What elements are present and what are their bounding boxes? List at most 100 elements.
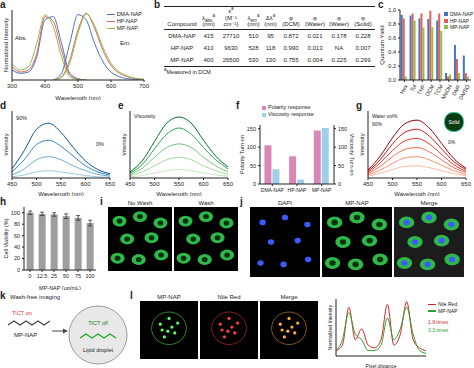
html-text:510: 510: [248, 32, 259, 39]
svg-text:0.8: 0.8: [388, 21, 396, 27]
svg-text:Viscosity Turn-on: Viscosity Turn-on: [349, 133, 355, 175]
svg-text:500: 500: [387, 181, 398, 187]
svg-text:DMA-NAP: DMA-NAP: [261, 187, 285, 193]
svg-text:Wavelength (nm): Wavelength (nm): [38, 191, 83, 196]
svg-text:450: 450: [7, 181, 18, 187]
svg-text:500: 500: [31, 181, 42, 187]
svg-text:1.0: 1.0: [388, 7, 396, 13]
svg-text:700: 700: [139, 83, 150, 89]
svg-text:MP-NAP (μg/mL): MP-NAP (μg/mL): [39, 285, 81, 290]
svg-text:0: 0: [28, 273, 31, 279]
svg-text:TICT off: TICT off: [88, 320, 108, 326]
svg-text:Intensity: Intensity: [359, 133, 365, 155]
svg-text:MP-NAP: MP-NAP: [14, 332, 37, 338]
svg-text:0.2: 0.2: [388, 63, 396, 69]
svg-text:400: 400: [40, 83, 51, 89]
svg-text:0: 0: [253, 181, 256, 187]
svg-text:450: 450: [125, 181, 136, 187]
svg-text:25: 25: [51, 273, 57, 279]
svg-text:500: 500: [73, 83, 84, 89]
svg-text:Lipid droplet: Lipid droplet: [83, 347, 113, 353]
svg-text:12.5: 12.5: [37, 273, 48, 279]
svg-text:450: 450: [363, 181, 374, 187]
svg-text:50: 50: [338, 163, 344, 169]
svg-text:550: 550: [412, 181, 423, 187]
svg-text:100: 100: [11, 210, 20, 216]
svg-text:TCM: TCM: [433, 83, 445, 97]
html-text:NA: NA: [334, 44, 344, 51]
svg-text:75: 75: [75, 273, 81, 279]
svg-text:0: 0: [17, 267, 20, 273]
svg-text:0.4: 0.4: [388, 49, 396, 55]
svg-text:Wavelength (nm): Wavelength (nm): [156, 191, 201, 196]
svg-text:40: 40: [14, 244, 20, 250]
svg-text:650: 650: [105, 181, 116, 187]
svg-text:THF: THF: [415, 83, 427, 96]
svg-text:Polarity Turn-on: Polarity Turn-on: [239, 135, 245, 174]
svg-text:MeOH: MeOH: [439, 83, 454, 101]
html-text:0.007: 0.007: [355, 44, 371, 51]
svg-text:50: 50: [250, 163, 256, 169]
html-text:118: 118: [265, 44, 276, 51]
svg-text:Wavelength (nm): Wavelength (nm): [55, 95, 100, 100]
svg-text:50: 50: [63, 273, 69, 279]
svg-text:Wavelength (nm): Wavelength (nm): [394, 191, 439, 196]
svg-text:60: 60: [14, 233, 20, 239]
svg-text:80: 80: [14, 221, 20, 227]
html-text:HP-NAP: HP-NAP: [170, 44, 194, 51]
svg-text:Pixel distance: Pixel distance: [366, 363, 397, 368]
svg-text:0: 0: [338, 181, 341, 187]
html-text:(M⁻¹ cm⁻¹): (M⁻¹ cm⁻¹): [223, 14, 239, 27]
svg-text:MP-NAP: MP-NAP: [312, 187, 332, 193]
html-text:λem: λem: [247, 14, 257, 23]
svg-text:600: 600: [436, 181, 447, 187]
svg-text:Cell Viability (%): Cell Viability (%): [3, 218, 9, 258]
svg-text:100: 100: [247, 144, 256, 150]
svg-text:Intensity: Intensity: [3, 133, 9, 155]
svg-text:650: 650: [461, 181, 472, 187]
svg-text:600: 600: [80, 181, 91, 187]
svg-text:650: 650: [223, 181, 234, 187]
svg-text:0.6: 0.6: [388, 35, 396, 41]
svg-text:550: 550: [174, 181, 185, 187]
svg-text:150: 150: [338, 126, 347, 132]
svg-text:Wash-free imaging: Wash-free imaging: [10, 294, 60, 300]
svg-text:550: 550: [56, 181, 67, 187]
svg-text:Intensity: Intensity: [121, 133, 127, 155]
svg-text:Quantum Yield: Quantum Yield: [379, 25, 385, 64]
html-text:415: 415: [203, 32, 214, 39]
svg-text:Normalized Intensity: Normalized Intensity: [327, 304, 333, 350]
svg-text:DMF: DMF: [450, 83, 462, 97]
html-text:aMeasured in DCM: aMeasured in DCM: [164, 66, 211, 75]
html-text:95: 95: [267, 32, 274, 39]
html-text:0.228: 0.228: [355, 32, 371, 39]
svg-text:300: 300: [7, 83, 18, 89]
svg-text:TICT on: TICT on: [12, 310, 32, 316]
html-text:Δλa: Δλa: [265, 12, 276, 21]
svg-text:Tol: Tol: [408, 83, 418, 93]
svg-text:20: 20: [14, 255, 20, 261]
svg-text:DCM: DCM: [423, 83, 436, 98]
html-text:0.990: 0.990: [283, 44, 299, 51]
svg-text:600: 600: [106, 83, 117, 89]
svg-text:600: 600: [198, 181, 209, 187]
html-text:0.178: 0.178: [331, 32, 347, 39]
html-text:410: 410: [203, 44, 214, 51]
html-text:27710: 27710: [222, 32, 240, 39]
svg-text:Normalized Intensity: Normalized Intensity: [3, 18, 9, 72]
svg-text:0.0: 0.0: [388, 77, 396, 83]
svg-text:150: 150: [247, 126, 256, 132]
svg-text:100: 100: [338, 144, 347, 150]
svg-text:Hex: Hex: [399, 83, 409, 95]
html-text:9630: 9630: [224, 44, 238, 51]
html-text:0.021: 0.021: [307, 32, 323, 39]
html-text:0.013: 0.013: [307, 44, 323, 51]
html-text:DMA-NAP: DMA-NAP: [168, 32, 196, 39]
html-text:0.872: 0.872: [283, 32, 299, 39]
svg-text:500: 500: [149, 181, 160, 187]
svg-text:DMSO: DMSO: [457, 83, 471, 100]
svg-text:HP-NAP: HP-NAP: [288, 187, 308, 193]
svg-text:100: 100: [85, 273, 94, 279]
html-text:λabs: λabs: [202, 14, 213, 23]
html-text:528: 528: [248, 44, 259, 51]
